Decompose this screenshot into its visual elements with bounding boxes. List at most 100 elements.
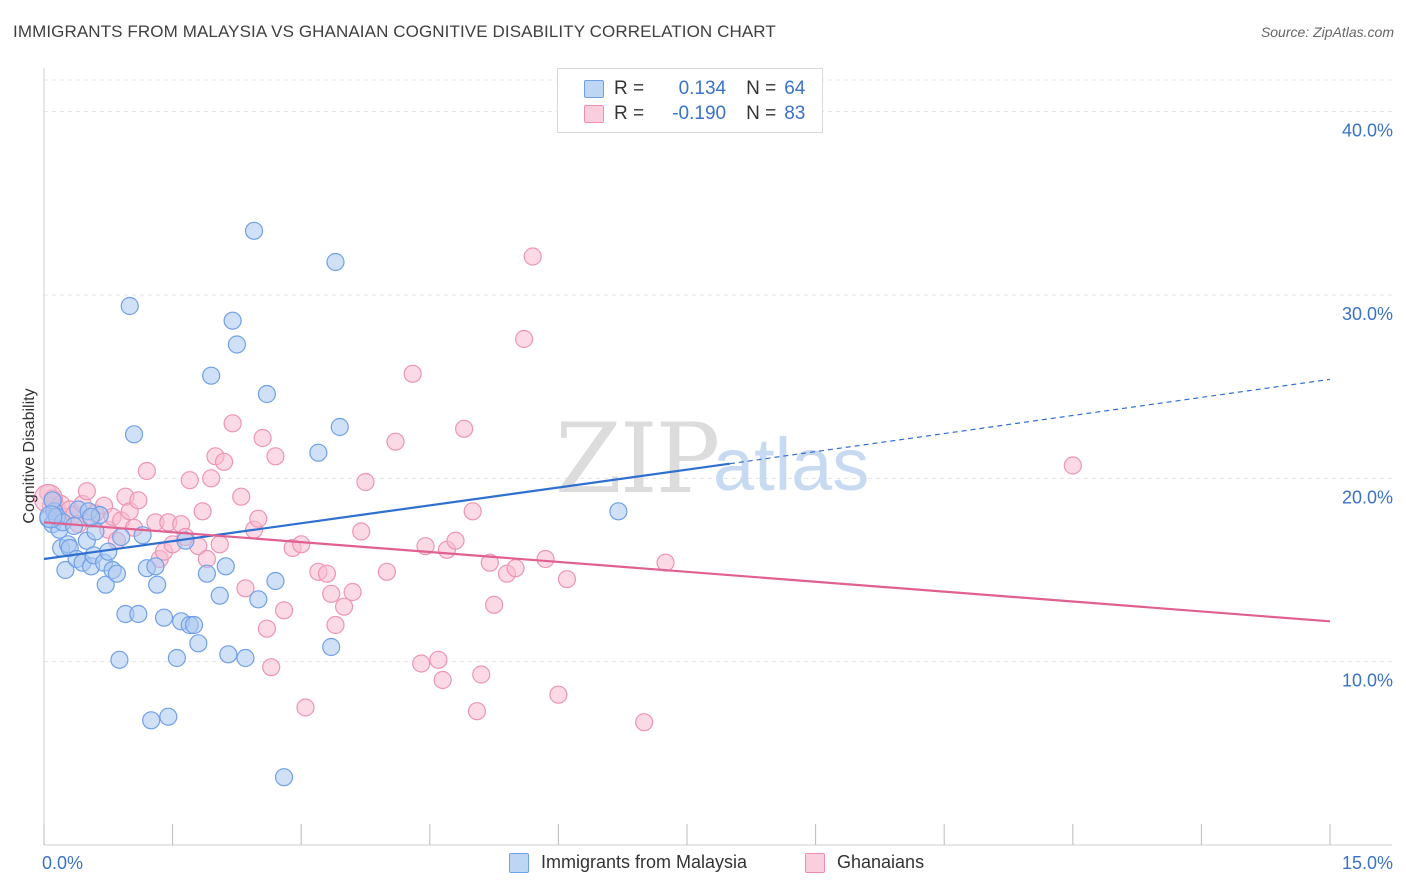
ghanaians-point [137, 461, 156, 481]
legend-n-label: N = [746, 78, 777, 99]
malaysia-point [330, 417, 349, 437]
ghanaians-point [334, 597, 354, 616]
malaysia-points [39, 221, 628, 787]
malaysia-point [146, 557, 165, 576]
ghanaians-point [403, 364, 422, 383]
ghanaians-point [515, 329, 534, 349]
axes [43, 68, 1392, 846]
malaysia-point [148, 575, 167, 594]
ghanaians-point [322, 584, 341, 603]
malaysia-point [244, 221, 264, 240]
ghanaians-point [463, 502, 482, 521]
legend-swatch-ghanaians [584, 105, 604, 123]
tick-labels: 10.0% 20.0% 30.0% 40.0% 0.0% 15.0% [42, 121, 1393, 873]
chart-title: IMMIGRANTS FROM MALAYSIA VS GHANAIAN COG… [13, 22, 776, 41]
ghanaians-trend-line [43, 521, 1331, 623]
legend-r-label: R = [614, 78, 645, 99]
malaysia-point [227, 335, 246, 354]
ghanaians-point [356, 472, 375, 492]
ghanaians-point [480, 553, 499, 572]
series-swatch-ghanaians [805, 852, 825, 873]
ghanaians-point [77, 482, 96, 501]
ghanaians-point [296, 698, 315, 717]
series-label-ghanaians: Ghanaians [837, 852, 925, 872]
ghanaians-point [433, 670, 452, 690]
malaysia-point [202, 366, 221, 385]
malaysia-point [120, 296, 139, 316]
x-tick-label-max: 15.0% [1342, 853, 1393, 873]
ghanaians-point [656, 553, 675, 572]
legend-r-value: -0.190 [672, 103, 727, 124]
legend-n-label: N = [746, 103, 777, 124]
ghanaians-point [262, 658, 281, 677]
malaysia-point [326, 252, 345, 272]
malaysia-point [197, 564, 216, 583]
legend-r-label: R = [614, 103, 645, 124]
ghanaians-point [249, 509, 268, 528]
y-tick-label: 20.0% [1342, 487, 1393, 507]
ghanaians-point [232, 487, 251, 506]
ghanaians-point [257, 619, 277, 638]
source-note: Source: ZipAtlas.com [1260, 24, 1394, 40]
ghanaians-point [472, 665, 491, 684]
y-tick-label: 10.0% [1342, 671, 1393, 691]
ghanaians-point [454, 419, 474, 438]
malaysia-point [184, 615, 204, 635]
ghanaians-point [210, 535, 229, 554]
x-tick-label-min: 0.0% [42, 853, 83, 873]
ghanaians-point [386, 432, 405, 451]
ghanaians-point [292, 535, 311, 554]
watermark-zip: ZIP [555, 403, 718, 515]
watermark-atlas: atlas [713, 423, 869, 506]
malaysia-point [56, 560, 75, 580]
series-legend-ghanaians[interactable]: Ghanaians [805, 852, 924, 873]
ghanaians-point [377, 562, 397, 581]
malaysia-point [167, 648, 186, 668]
malaysia-point [110, 650, 129, 669]
malaysia-point [219, 645, 238, 664]
series-label-malaysia: Immigrants from Malaysia [541, 852, 748, 872]
malaysia-point [257, 384, 277, 404]
ghanaians-point [193, 502, 212, 521]
ghanaians-point [214, 452, 234, 471]
ghanaians-point [467, 702, 487, 721]
ghanaians-point [253, 428, 272, 448]
ghanaians-point [129, 491, 148, 510]
malaysia-point [274, 768, 294, 787]
malaysia-point [309, 443, 328, 462]
ghanaians-point [549, 685, 568, 704]
legend-n-value: 64 [784, 78, 806, 99]
ghanaians-point [485, 595, 504, 614]
legend-row-ghanaians: R = -0.190 N = 83 [584, 102, 805, 126]
malaysia-point [107, 564, 126, 583]
ghanaians-point [266, 447, 285, 466]
malaysia-point [210, 586, 229, 605]
ghanaians-point [506, 559, 525, 578]
ghanaians-point [202, 469, 221, 488]
ghanaians-point [343, 582, 362, 602]
trend-lines [43, 378, 1331, 623]
malaysia-point [96, 575, 115, 594]
ghanaians-point [236, 579, 255, 598]
ghanaians-point [635, 713, 654, 732]
ghanaians-point [326, 615, 345, 635]
malaysia-point [216, 557, 235, 576]
malaysia-point [159, 707, 178, 726]
malaysia-point [322, 637, 341, 657]
legend-swatch-malaysia [584, 80, 604, 98]
malaysia-trend-extension [729, 378, 1331, 465]
malaysia-point [124, 425, 144, 444]
ghanaians-point [1063, 456, 1082, 475]
ghanaians-point [412, 654, 431, 673]
malaysia-point [129, 604, 148, 624]
series-legend-malaysia[interactable]: Immigrants from Malaysia [509, 852, 747, 873]
ghanaians-point [429, 650, 448, 669]
ghanaians-point [274, 601, 294, 620]
ghanaians-point [557, 570, 577, 589]
malaysia-point [266, 571, 285, 591]
malaysia-point [249, 590, 268, 609]
malaysia-point [609, 502, 628, 521]
legend-n-value: 83 [784, 103, 806, 124]
watermark: ZIP atlas [555, 403, 869, 515]
